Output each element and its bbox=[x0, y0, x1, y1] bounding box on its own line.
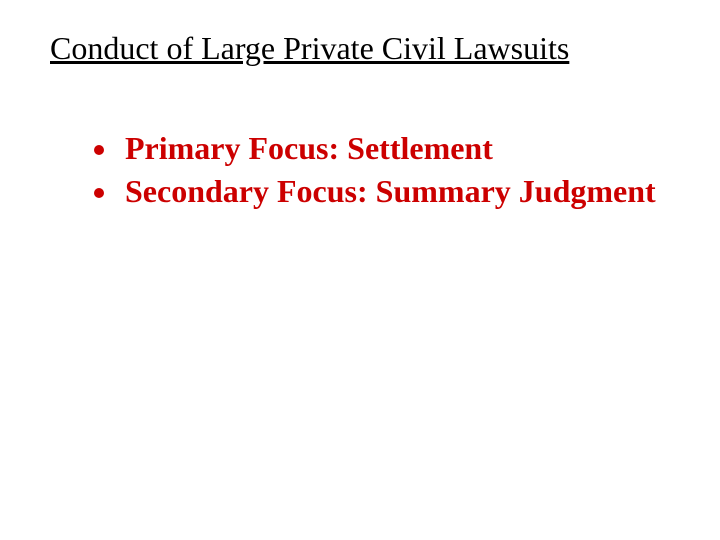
slide-title: Conduct of Large Private Civil Lawsuits bbox=[50, 30, 680, 67]
bullet-list: Primary Focus: Settlement Secondary Focu… bbox=[50, 127, 680, 213]
bullet-item: Secondary Focus: Summary Judgment bbox=[120, 170, 680, 213]
bullet-item: Primary Focus: Settlement bbox=[120, 127, 680, 170]
